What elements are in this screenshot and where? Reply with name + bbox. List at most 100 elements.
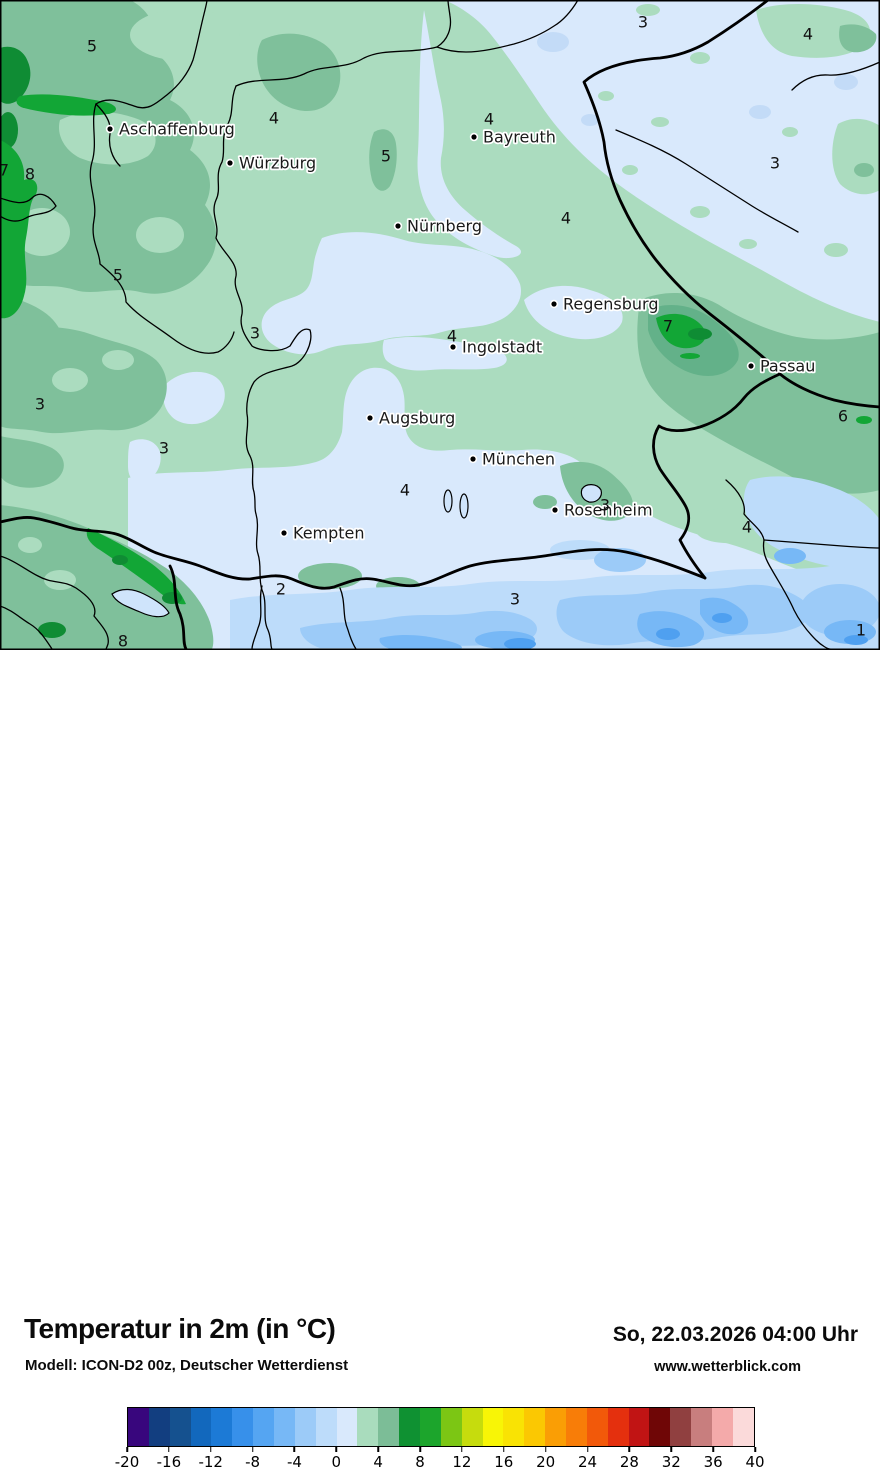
region-dark-green (112, 555, 128, 565)
city-label: Ingolstadt (462, 338, 542, 357)
region-alps-blue4 (712, 613, 732, 623)
colorbar-cell (524, 1408, 546, 1446)
region-sage-island (839, 24, 877, 53)
temperature-value-label: 3 (770, 154, 780, 173)
colorbar-cell (357, 1408, 379, 1446)
region-sage-patch (369, 129, 397, 191)
cold-spots-northeast (537, 32, 858, 126)
region-bright-green (680, 353, 700, 359)
region-sage-patch (257, 33, 341, 112)
city-marker: Nürnberg (393, 215, 484, 237)
colorbar-tick-label: 12 (452, 1453, 472, 1471)
temperature-value-label: 6 (838, 407, 848, 426)
city-label: Augsburg (379, 409, 455, 428)
colorbar-cell (294, 1408, 316, 1446)
region-sage-west-lower (0, 436, 64, 488)
region-bright-green-ridge (86, 528, 186, 605)
info-panel: Temperatur in 2m (in °C) Modell: ICON-D2… (0, 650, 880, 1471)
colorbar-tick-mark (251, 1447, 254, 1452)
colorbar-cell (399, 1408, 421, 1446)
colorbar-tick-label: 8 (415, 1453, 425, 1471)
city-marker: Regensburg (549, 293, 660, 315)
colorbar-cell (586, 1408, 608, 1446)
colorbar-cell (712, 1408, 733, 1446)
city-label: Würzburg (239, 154, 316, 173)
city-marker: Passau (746, 355, 817, 377)
region-green-island (630, 460, 670, 480)
colorbar-tick-label: 36 (703, 1453, 723, 1471)
colorbar-cell (566, 1408, 587, 1446)
lake-chiemsee (580, 484, 602, 503)
temperature-colorbar (127, 1407, 755, 1447)
city-marker: Bayreuth (469, 126, 558, 148)
region-bright-green-strip (0, 140, 38, 319)
colorbar-tick-mark (670, 1447, 673, 1452)
colorbar-tick-label: -4 (286, 1453, 302, 1471)
city-marker: Augsburg (365, 407, 457, 429)
region-cold-west-spot (163, 371, 225, 425)
map-frame (0, 0, 880, 650)
weather-map: Aschaffenburg Würzburg Bayreuth Nürnberg Reg… (0, 0, 880, 650)
temperature-value-label: 3 (510, 590, 520, 609)
city-label: Bayreuth (483, 128, 556, 147)
colorbar-cell (169, 1408, 191, 1446)
temperature-value-label: 4 (447, 327, 457, 346)
colorbar-tick-label: 24 (577, 1453, 598, 1471)
colorbar-cell (649, 1408, 671, 1446)
temperature-value-label: 4 (561, 209, 571, 228)
colorbar-cell (253, 1408, 275, 1446)
colorbar-cell (190, 1408, 212, 1446)
colorbar-cell (148, 1408, 170, 1446)
region-dark-green (38, 622, 66, 638)
city-marker: Aschaffenburg (105, 118, 236, 140)
region-cold-central (261, 232, 522, 355)
temperature-value-label: 7 (0, 161, 9, 180)
temperature-value-label: 4 (803, 25, 813, 44)
colorbar-cell (545, 1408, 567, 1446)
colorbar-cell (607, 1408, 629, 1446)
temperature-value-label: 8 (25, 165, 35, 184)
colorbar-cell (274, 1408, 295, 1446)
temperature-value-label: 3 (35, 395, 45, 414)
city-label: München (482, 450, 555, 469)
colorbar-tick-mark (628, 1447, 631, 1452)
colorbar-tick-label: -8 (245, 1453, 261, 1471)
region-dark-green (162, 592, 182, 604)
colorbar-tick-label: -12 (198, 1453, 223, 1471)
colorbar-tick-mark (168, 1447, 170, 1452)
colorbar-tick-mark (461, 1447, 463, 1452)
region-alps-blue1-east (743, 476, 880, 569)
colorbar-tick-label: 40 (745, 1453, 765, 1471)
colorbar-cell (232, 1408, 254, 1446)
datetime-label: So, 22.03.2026 04:00 Uhr (612, 1323, 858, 1346)
state-borders (0, 0, 880, 650)
temperature-value-label: 8 (118, 632, 128, 651)
city-label: Nürnberg (407, 217, 482, 236)
city-label: Rosenheim (564, 501, 653, 520)
colorbar-ticks: -20 -16 -12 -8 -4 0 4 8 12 16 20 24 28 32 36 40 (115, 1447, 765, 1477)
city-label: Passau (760, 357, 815, 376)
region-cold-bayreuth (417, 10, 521, 259)
colorbar-tick-mark (126, 1447, 128, 1452)
region-dark-green-passau (688, 328, 712, 340)
colorbar-tick-label: 4 (373, 1453, 383, 1471)
colorbar-tick-label: 32 (661, 1453, 681, 1471)
colorbar-cell (691, 1408, 713, 1446)
colorbar-tick-label: 0 (331, 1453, 342, 1471)
city-label: Kempten (293, 524, 365, 543)
region-alps-blue3 (774, 548, 806, 564)
colorbar-tick-label: 16 (494, 1453, 514, 1471)
temperature-value-label: 5 (87, 37, 97, 56)
temperature-value-label: 5 (381, 147, 391, 166)
city-label: Aschaffenburg (119, 120, 235, 139)
colorbar-cell (628, 1408, 650, 1446)
region-green-island (832, 118, 880, 195)
region-cold-northeast (420, 0, 880, 322)
colorbar-tick-mark (544, 1447, 547, 1452)
region-bright-green-streak (16, 94, 116, 116)
temperature-value-label: 4 (742, 518, 752, 537)
temperature-value-label: 3 (159, 439, 169, 458)
city-dot (448, 342, 458, 352)
lakes (111, 484, 602, 618)
region-alps-blue4 (844, 635, 868, 645)
